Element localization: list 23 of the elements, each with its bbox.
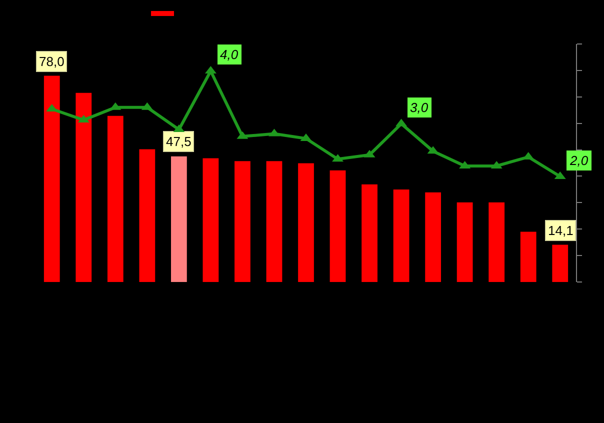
bar — [298, 163, 314, 282]
bar — [107, 116, 124, 282]
data-label: 4,0 — [220, 47, 239, 62]
bar — [171, 156, 187, 282]
bar — [520, 232, 536, 282]
bar — [202, 158, 219, 282]
bar — [139, 149, 156, 282]
data-label: 47,5 — [166, 134, 192, 149]
bar — [393, 189, 410, 282]
bar — [266, 161, 282, 282]
data-label: 78,0 — [39, 54, 64, 69]
bar — [44, 76, 60, 282]
bar — [488, 202, 505, 282]
bar — [425, 192, 441, 282]
bar — [362, 184, 378, 282]
bar — [552, 244, 568, 282]
data-label: 3,0 — [410, 100, 429, 115]
data-label: 14,1 — [548, 223, 574, 238]
bar — [76, 92, 92, 282]
bar — [456, 202, 473, 282]
bar — [330, 170, 346, 282]
bar — [234, 161, 250, 282]
data-label: 2,0 — [569, 153, 589, 168]
